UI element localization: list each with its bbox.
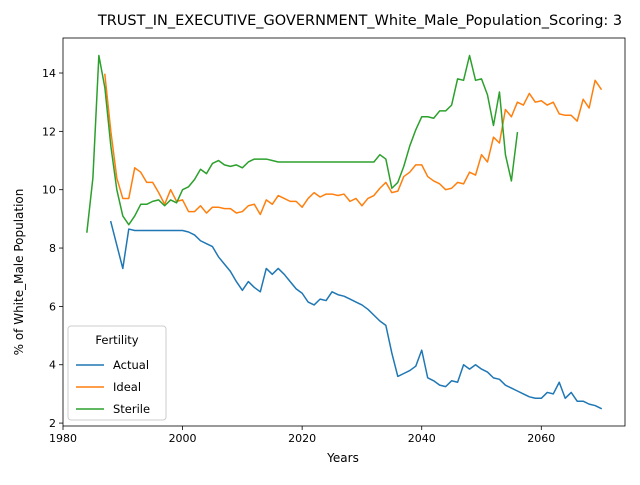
- y-tick-label: 12: [42, 125, 56, 138]
- series-line-sterile: [86, 54, 519, 233]
- x-tick-label: 2040: [408, 432, 436, 445]
- x-axis-label: Years: [326, 451, 359, 465]
- legend-label-actual: Actual: [113, 358, 149, 372]
- axes-frame: [62, 37, 626, 427]
- y-tick-label: 8: [49, 242, 56, 255]
- series-line-actual: [109, 220, 603, 410]
- legend-label-sterile: Sterile: [113, 402, 150, 416]
- y-tick-label: 6: [49, 300, 56, 313]
- plot-area: [86, 54, 603, 410]
- x-tick-label: 2000: [169, 432, 197, 445]
- legend: Fertility Actual Ideal Sterile: [67, 325, 167, 421]
- x-tick-label: 2060: [527, 432, 555, 445]
- x-tick-label: 2020: [288, 432, 316, 445]
- series-line-ideal: [104, 73, 603, 216]
- y-tick-label: 2: [49, 417, 56, 430]
- chart-title: TRUST_IN_EXECUTIVE_GOVERNMENT_White_Male…: [97, 13, 622, 29]
- legend-title: Fertility: [95, 333, 138, 347]
- y-tick-label: 14: [42, 67, 56, 80]
- x-tick-label: 1980: [49, 432, 77, 445]
- legend-label-ideal: Ideal: [113, 380, 141, 394]
- axes: 1980 2000 2020 2040 2060 2 4 6 8 10 12 14: [42, 37, 626, 445]
- y-tick-label: 4: [49, 359, 56, 372]
- legend-box: [67, 325, 167, 421]
- y-axis-label: % of White_Male Population: [12, 189, 26, 356]
- y-tick-label: 10: [42, 184, 56, 197]
